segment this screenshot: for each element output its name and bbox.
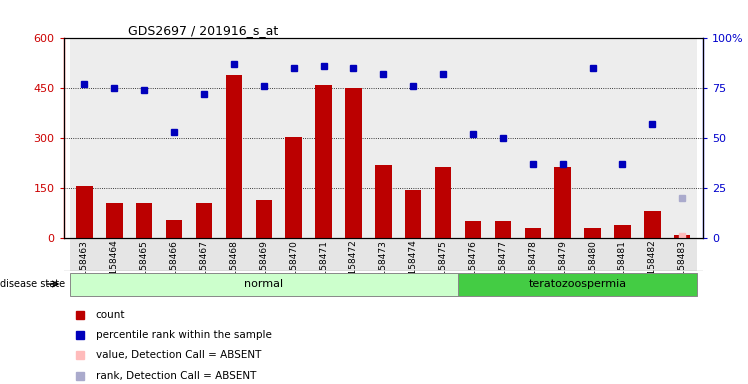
Text: GSM158483: GSM158483 [678, 240, 687, 295]
Text: GSM158469: GSM158469 [260, 240, 269, 295]
Bar [309, 238, 339, 271]
Bar [249, 38, 279, 238]
Text: count: count [96, 310, 125, 320]
Text: GSM158480: GSM158480 [588, 240, 597, 295]
Bar [518, 238, 548, 271]
Bar [106, 203, 123, 238]
Text: GSM158467: GSM158467 [200, 240, 209, 295]
Text: GSM158482: GSM158482 [648, 240, 657, 295]
Bar [99, 38, 129, 238]
Bar [166, 220, 183, 238]
Bar [219, 238, 249, 271]
Bar [428, 38, 458, 238]
Bar [674, 235, 690, 238]
Bar [607, 38, 637, 238]
Bar [428, 238, 458, 271]
Bar [548, 238, 577, 271]
Bar [346, 88, 362, 238]
Bar [129, 238, 159, 271]
Bar [279, 38, 309, 238]
Bar [398, 38, 428, 238]
Bar [405, 190, 421, 238]
Text: GSM158472: GSM158472 [349, 240, 358, 295]
Bar [279, 238, 309, 271]
Text: GSM158466: GSM158466 [170, 240, 179, 295]
Bar [637, 238, 667, 271]
Text: GSM158468: GSM158468 [230, 240, 239, 295]
Bar [548, 38, 577, 238]
Text: GSM158464: GSM158464 [110, 240, 119, 295]
Bar [494, 222, 511, 238]
Bar [136, 203, 153, 238]
Text: GSM158474: GSM158474 [408, 240, 417, 295]
Bar [577, 38, 607, 238]
Bar [667, 238, 697, 271]
Text: GSM158479: GSM158479 [558, 240, 567, 295]
Text: GSM158477: GSM158477 [498, 240, 507, 295]
Bar [435, 167, 451, 238]
Text: disease state: disease state [0, 279, 65, 289]
Bar [584, 228, 601, 238]
Text: GSM158470: GSM158470 [289, 240, 298, 295]
Bar [667, 38, 697, 238]
Bar [339, 38, 369, 238]
Text: rank, Detection Call = ABSENT: rank, Detection Call = ABSENT [96, 371, 256, 381]
Text: teratozoospermia: teratozoospermia [529, 279, 627, 289]
Bar [458, 38, 488, 238]
Bar [70, 238, 99, 271]
Bar [375, 165, 391, 238]
Bar [465, 222, 481, 238]
Bar [70, 38, 99, 238]
Text: GSM158476: GSM158476 [468, 240, 477, 295]
Text: GSM158475: GSM158475 [438, 240, 447, 295]
Bar [286, 137, 302, 238]
Bar [637, 38, 667, 238]
Bar [159, 38, 189, 238]
Bar [488, 38, 518, 238]
Bar [458, 273, 697, 296]
Text: normal: normal [245, 279, 283, 289]
Bar [189, 38, 219, 238]
Bar [577, 238, 607, 271]
Bar [607, 238, 637, 271]
Bar [159, 238, 189, 271]
Bar [369, 38, 398, 238]
Bar [458, 238, 488, 271]
Bar [226, 75, 242, 238]
Text: GDS2697 / 201916_s_at: GDS2697 / 201916_s_at [127, 24, 278, 37]
Bar [316, 85, 332, 238]
Bar [554, 167, 571, 238]
Bar [488, 238, 518, 271]
Bar [339, 238, 369, 271]
Bar [256, 200, 272, 238]
Text: percentile rank within the sample: percentile rank within the sample [96, 330, 272, 340]
Text: GSM158465: GSM158465 [140, 240, 149, 295]
Bar [249, 238, 279, 271]
Bar [99, 238, 129, 271]
Bar [309, 38, 339, 238]
Bar [76, 187, 93, 238]
Bar [196, 203, 212, 238]
Bar [518, 38, 548, 238]
Bar [219, 38, 249, 238]
Text: GSM158471: GSM158471 [319, 240, 328, 295]
Bar [70, 273, 458, 296]
Text: GSM158478: GSM158478 [528, 240, 537, 295]
Bar [369, 238, 398, 271]
Text: GSM158473: GSM158473 [378, 240, 388, 295]
Bar [129, 38, 159, 238]
Bar [398, 238, 428, 271]
Bar [189, 238, 219, 271]
Text: GSM158463: GSM158463 [80, 240, 89, 295]
Bar [644, 212, 660, 238]
Bar [614, 225, 631, 238]
Text: GSM158481: GSM158481 [618, 240, 627, 295]
Bar [524, 228, 541, 238]
Text: value, Detection Call = ABSENT: value, Detection Call = ABSENT [96, 350, 261, 360]
